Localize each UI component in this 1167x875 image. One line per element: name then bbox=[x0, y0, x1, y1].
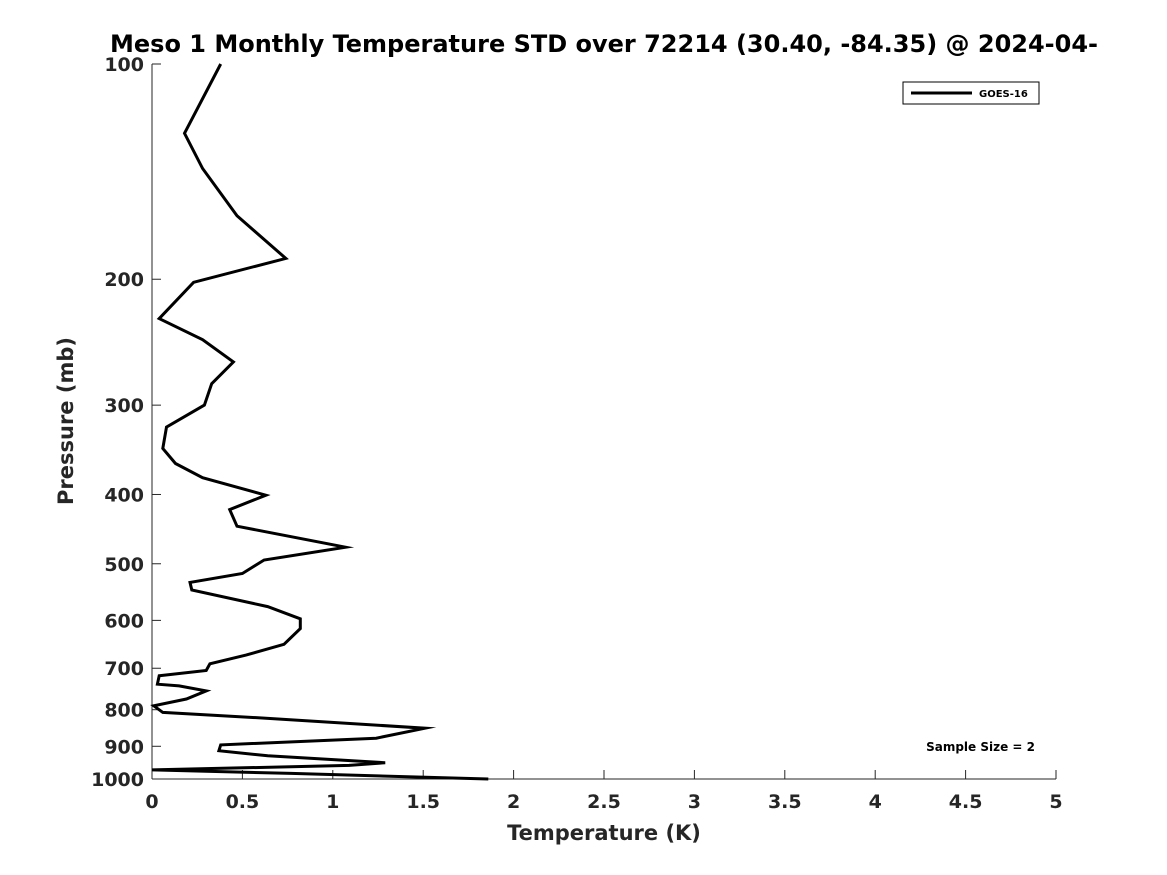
legend: GOES-16 bbox=[902, 81, 1040, 105]
y-tick-label: 900 bbox=[104, 736, 144, 758]
x-tick-label: 1.5 bbox=[406, 791, 440, 813]
y-tick-label: 800 bbox=[104, 700, 144, 722]
series-line-goes-16 bbox=[150, 63, 489, 781]
x-tick-label: 3.5 bbox=[768, 791, 802, 813]
sample-size-annotation: Sample Size = 2 bbox=[926, 740, 1035, 754]
x-tick-label: 3 bbox=[688, 791, 701, 813]
x-axis-label: Temperature (K) bbox=[507, 821, 701, 845]
y-tick-label: 100 bbox=[104, 54, 144, 76]
y-axis-label: Pressure (mb) bbox=[54, 337, 78, 505]
y-tick-label: 200 bbox=[104, 269, 144, 291]
y-tick-label: 700 bbox=[104, 658, 144, 680]
y-tick-label: 1000 bbox=[91, 769, 144, 791]
x-tick-label: 2.5 bbox=[587, 791, 621, 813]
y-tick-label: 300 bbox=[104, 395, 144, 417]
legend-label-goes-16: GOES-16 bbox=[979, 89, 1028, 100]
x-tick-label: 2 bbox=[507, 791, 520, 813]
x-tick-label: 5 bbox=[1049, 791, 1062, 813]
x-tick-label: 4 bbox=[869, 791, 882, 813]
y-tick-label: 600 bbox=[104, 610, 144, 632]
y-tick-label: 500 bbox=[104, 554, 144, 576]
y-tick-label: 400 bbox=[104, 484, 144, 506]
x-tick-label: 0.5 bbox=[226, 791, 260, 813]
y-axis: 100 200 300 400 500 600 700 800 900 1000 bbox=[91, 54, 161, 791]
chart-title: Meso 1 Monthly Temperature STD over 7221… bbox=[110, 30, 1098, 58]
x-tick-label: 4.5 bbox=[949, 791, 983, 813]
series-layer bbox=[150, 63, 489, 781]
x-tick-label: 1 bbox=[326, 791, 339, 813]
x-tick-label: 0 bbox=[145, 791, 158, 813]
x-axis: 0 0.5 1 1.5 2 2.5 3 3.5 4 4.5 5 bbox=[145, 770, 1063, 813]
